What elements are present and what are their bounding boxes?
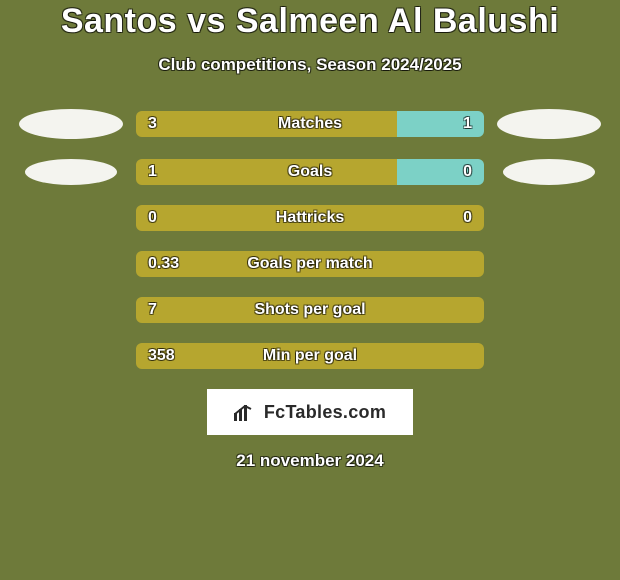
team-badge-right — [503, 159, 595, 185]
stat-bar: Shots per goal 7 — [136, 297, 484, 323]
stat-row: Matches 3 1 — [0, 109, 620, 139]
stat-value-left: 358 — [148, 347, 175, 365]
comparison-card: Santos vs Salmeen Al Balushi Club compet… — [0, 0, 620, 580]
stat-value-left: 3 — [148, 115, 157, 133]
stat-value-right: 1 — [463, 115, 472, 133]
stat-label: Goals per match — [247, 255, 372, 273]
stat-value-left: 0.33 — [148, 255, 179, 273]
page-title: Santos vs Salmeen Al Balushi — [0, 2, 620, 41]
branding-text: FcTables.com — [264, 402, 386, 423]
stat-value-left: 1 — [148, 163, 157, 181]
badge-slot-left — [6, 109, 136, 139]
stat-segment-left — [136, 159, 397, 185]
stat-bar: Min per goal 358 — [136, 343, 484, 369]
badge-slot-right — [484, 109, 614, 139]
stat-label: Goals — [288, 163, 332, 181]
stat-value-left: 0 — [148, 209, 157, 227]
stat-value-right: 0 — [463, 163, 472, 181]
stat-label: Shots per goal — [254, 301, 365, 319]
stat-bar: Hattricks 0 0 — [136, 205, 484, 231]
chart-icon — [234, 403, 256, 421]
branding-badge: FcTables.com — [207, 389, 413, 435]
stat-row: Shots per goal 7 — [0, 297, 620, 323]
team-badge-right — [497, 109, 601, 139]
badge-slot-left — [6, 159, 136, 185]
team-badge-left — [25, 159, 117, 185]
stat-label: Min per goal — [263, 347, 357, 365]
stat-row: Min per goal 358 — [0, 343, 620, 369]
stat-label: Hattricks — [276, 209, 344, 227]
stat-rows: Matches 3 1 Goals 1 0 Hattricks 0 0 Goals per mat… — [0, 109, 620, 369]
team-badge-left — [19, 109, 123, 139]
stat-value-left: 7 — [148, 301, 157, 319]
stat-bar: Matches 3 1 — [136, 111, 484, 137]
badge-slot-right — [484, 159, 614, 185]
stat-segment-left — [136, 111, 397, 137]
stat-value-right: 0 — [463, 209, 472, 227]
stat-bar: Goals per match 0.33 — [136, 251, 484, 277]
stat-row: Hattricks 0 0 — [0, 205, 620, 231]
page-subtitle: Club competitions, Season 2024/2025 — [0, 55, 620, 75]
stat-row: Goals 1 0 — [0, 159, 620, 185]
comparison-date: 21 november 2024 — [0, 451, 620, 471]
stat-label: Matches — [278, 115, 342, 133]
stat-row: Goals per match 0.33 — [0, 251, 620, 277]
stat-bar: Goals 1 0 — [136, 159, 484, 185]
